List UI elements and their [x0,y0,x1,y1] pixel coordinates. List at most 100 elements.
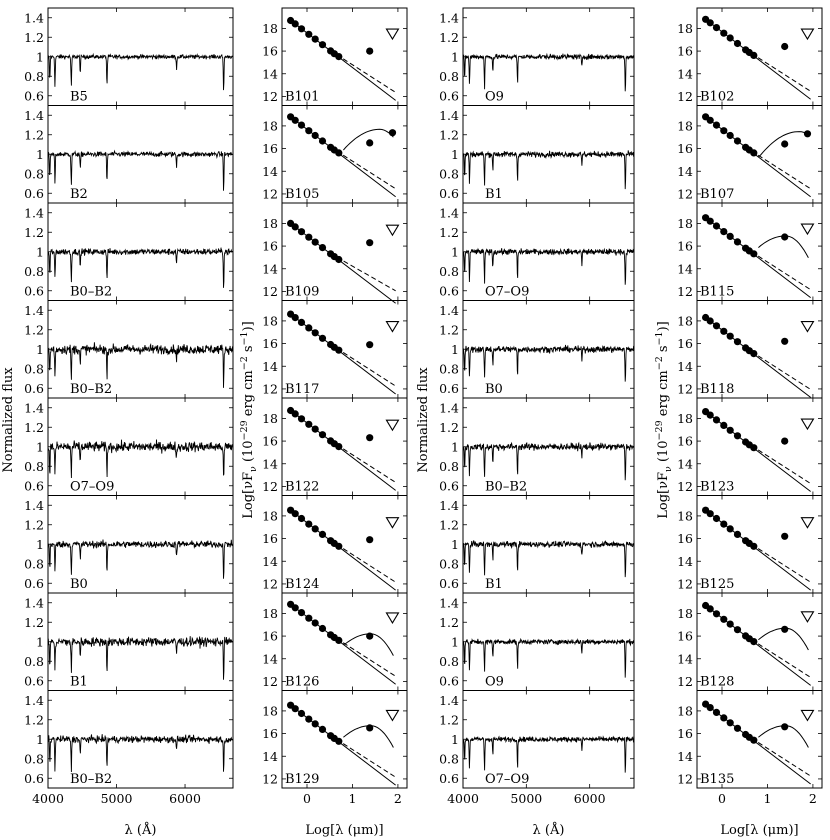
photometry-point [291,314,299,322]
x-tick-label: 5000 [510,791,542,806]
y-tick-label: 16 [677,531,693,546]
spectrum-panel-12: 0.6 0.8 1 1.2 1.4 B0–B2 [439,397,635,496]
star-id-label: B135 [700,772,734,787]
y-tick-label: 14 [262,651,278,666]
y-tick-label: 12 [262,771,278,786]
photometry-point [297,228,306,236]
spectrum-panel-10: 0.6 0.8 1 1.2 1.4 O7–O9 [439,202,635,301]
y-tick-label: 1.2 [24,127,44,142]
mips24-point [366,632,374,640]
photometry-point [291,410,299,418]
upper-limit-marker [385,612,400,625]
y-tick-label: 14 [262,66,278,81]
y-tick-label: 18 [677,508,693,523]
y-tick-label: 0.8 [24,264,44,279]
y-tick-label: 0.6 [24,576,44,591]
mips24-point [781,723,789,731]
dashed-model [329,539,396,583]
y-axis-label-part: −2 [654,356,665,370]
photometry-point [335,255,343,264]
y-tick-label: 0.8 [439,264,459,279]
spectrum-trace [463,52,635,92]
sed-panel-13: 12 14 16 18 B125 [677,495,823,594]
star-id-label: B124 [285,577,319,592]
photometry-point [291,705,299,713]
photometry-point [335,737,343,745]
y-axis-label-part: −1 [239,331,250,345]
photometry-point [726,332,734,340]
y-tick-label: 16 [677,239,693,254]
y-tick-label: 1.4 [439,108,459,123]
sed-frame [281,690,408,789]
y-tick-label: 1.4 [24,693,44,708]
photometry-point [291,510,299,518]
upper-limit-marker [385,517,400,529]
y-tick-label: 0.6 [439,478,459,493]
photometry-point [733,338,742,346]
spectral-type-label: B1 [485,187,503,202]
photometry-point [311,329,319,337]
sed-panel-5: 12 14 16 18 B124 [262,495,408,594]
y-tick-label: 14 [262,554,278,569]
photometry-point [318,624,327,633]
star-id-label: B126 [285,675,319,690]
upper-limit-marker [385,28,400,41]
mips24-point [366,239,374,247]
photometry-point [750,250,758,258]
y-axis-label-part: Log[νF [656,472,671,519]
y-tick-label: 0.6 [24,283,44,298]
spectrum-trace [48,539,233,579]
spectral-type-label: B0 [70,577,88,592]
photometry-point [720,615,728,623]
photometry-point [291,223,299,231]
y-tick-label: 12 [262,576,278,591]
y-tick-label: 12 [677,381,693,396]
photometry-point [297,709,306,718]
spectrum-trace [47,342,233,388]
photometry-point [311,238,319,246]
y-tick-label: 1.2 [439,30,459,45]
y-tick-label: 1.4 [439,400,459,415]
y-tick-label: 18 [262,21,278,36]
y-tick-label: 12 [262,479,278,494]
y-tick-label: 16 [262,726,278,741]
y-axis-label-part: −2 [239,356,250,370]
star-id-label: B109 [285,285,319,300]
photometry-point [311,35,319,43]
y-tick-label: 18 [262,606,278,621]
y-tick-label: 1 [36,342,44,357]
y-tick-label: 14 [677,651,693,666]
photometry-point [750,350,758,358]
y-tick-label: 1 [36,49,44,64]
star-id-label: B102 [700,90,734,105]
photometry-point [706,605,714,613]
y-tick-label: 12 [262,284,278,299]
y-tick-label: 0.6 [24,381,44,396]
photometry-point [706,217,714,225]
y-tick-label: 18 [677,216,693,231]
y-tick-label: 0.8 [439,654,459,669]
mips24-point [366,434,374,442]
y-axis-label-part: s [656,345,671,356]
y-tick-label: 14 [262,456,278,471]
photometry-point [726,426,734,434]
y-tick-label: 18 [677,411,693,426]
y-tick-label: 18 [262,411,278,426]
photometry-point [311,720,319,728]
mips24-point [781,233,789,241]
y-tick-label: 1.4 [24,10,44,25]
photometry-point [335,346,343,354]
y-tick-label: 18 [677,21,693,36]
y-tick-label: 0.8 [24,654,44,669]
upper-limit-marker [800,28,815,41]
dashed-model [329,343,396,387]
photometry-point [726,525,734,533]
y-tick-label: 1.4 [439,303,459,318]
x-tick-label: 2 [809,791,817,806]
y-tick-label: 0.6 [24,88,44,103]
y-axis-label-part: −1 [654,331,665,345]
photometry-point [720,421,728,429]
x-tick-label: 6000 [574,791,606,806]
photometry-point [318,725,327,734]
